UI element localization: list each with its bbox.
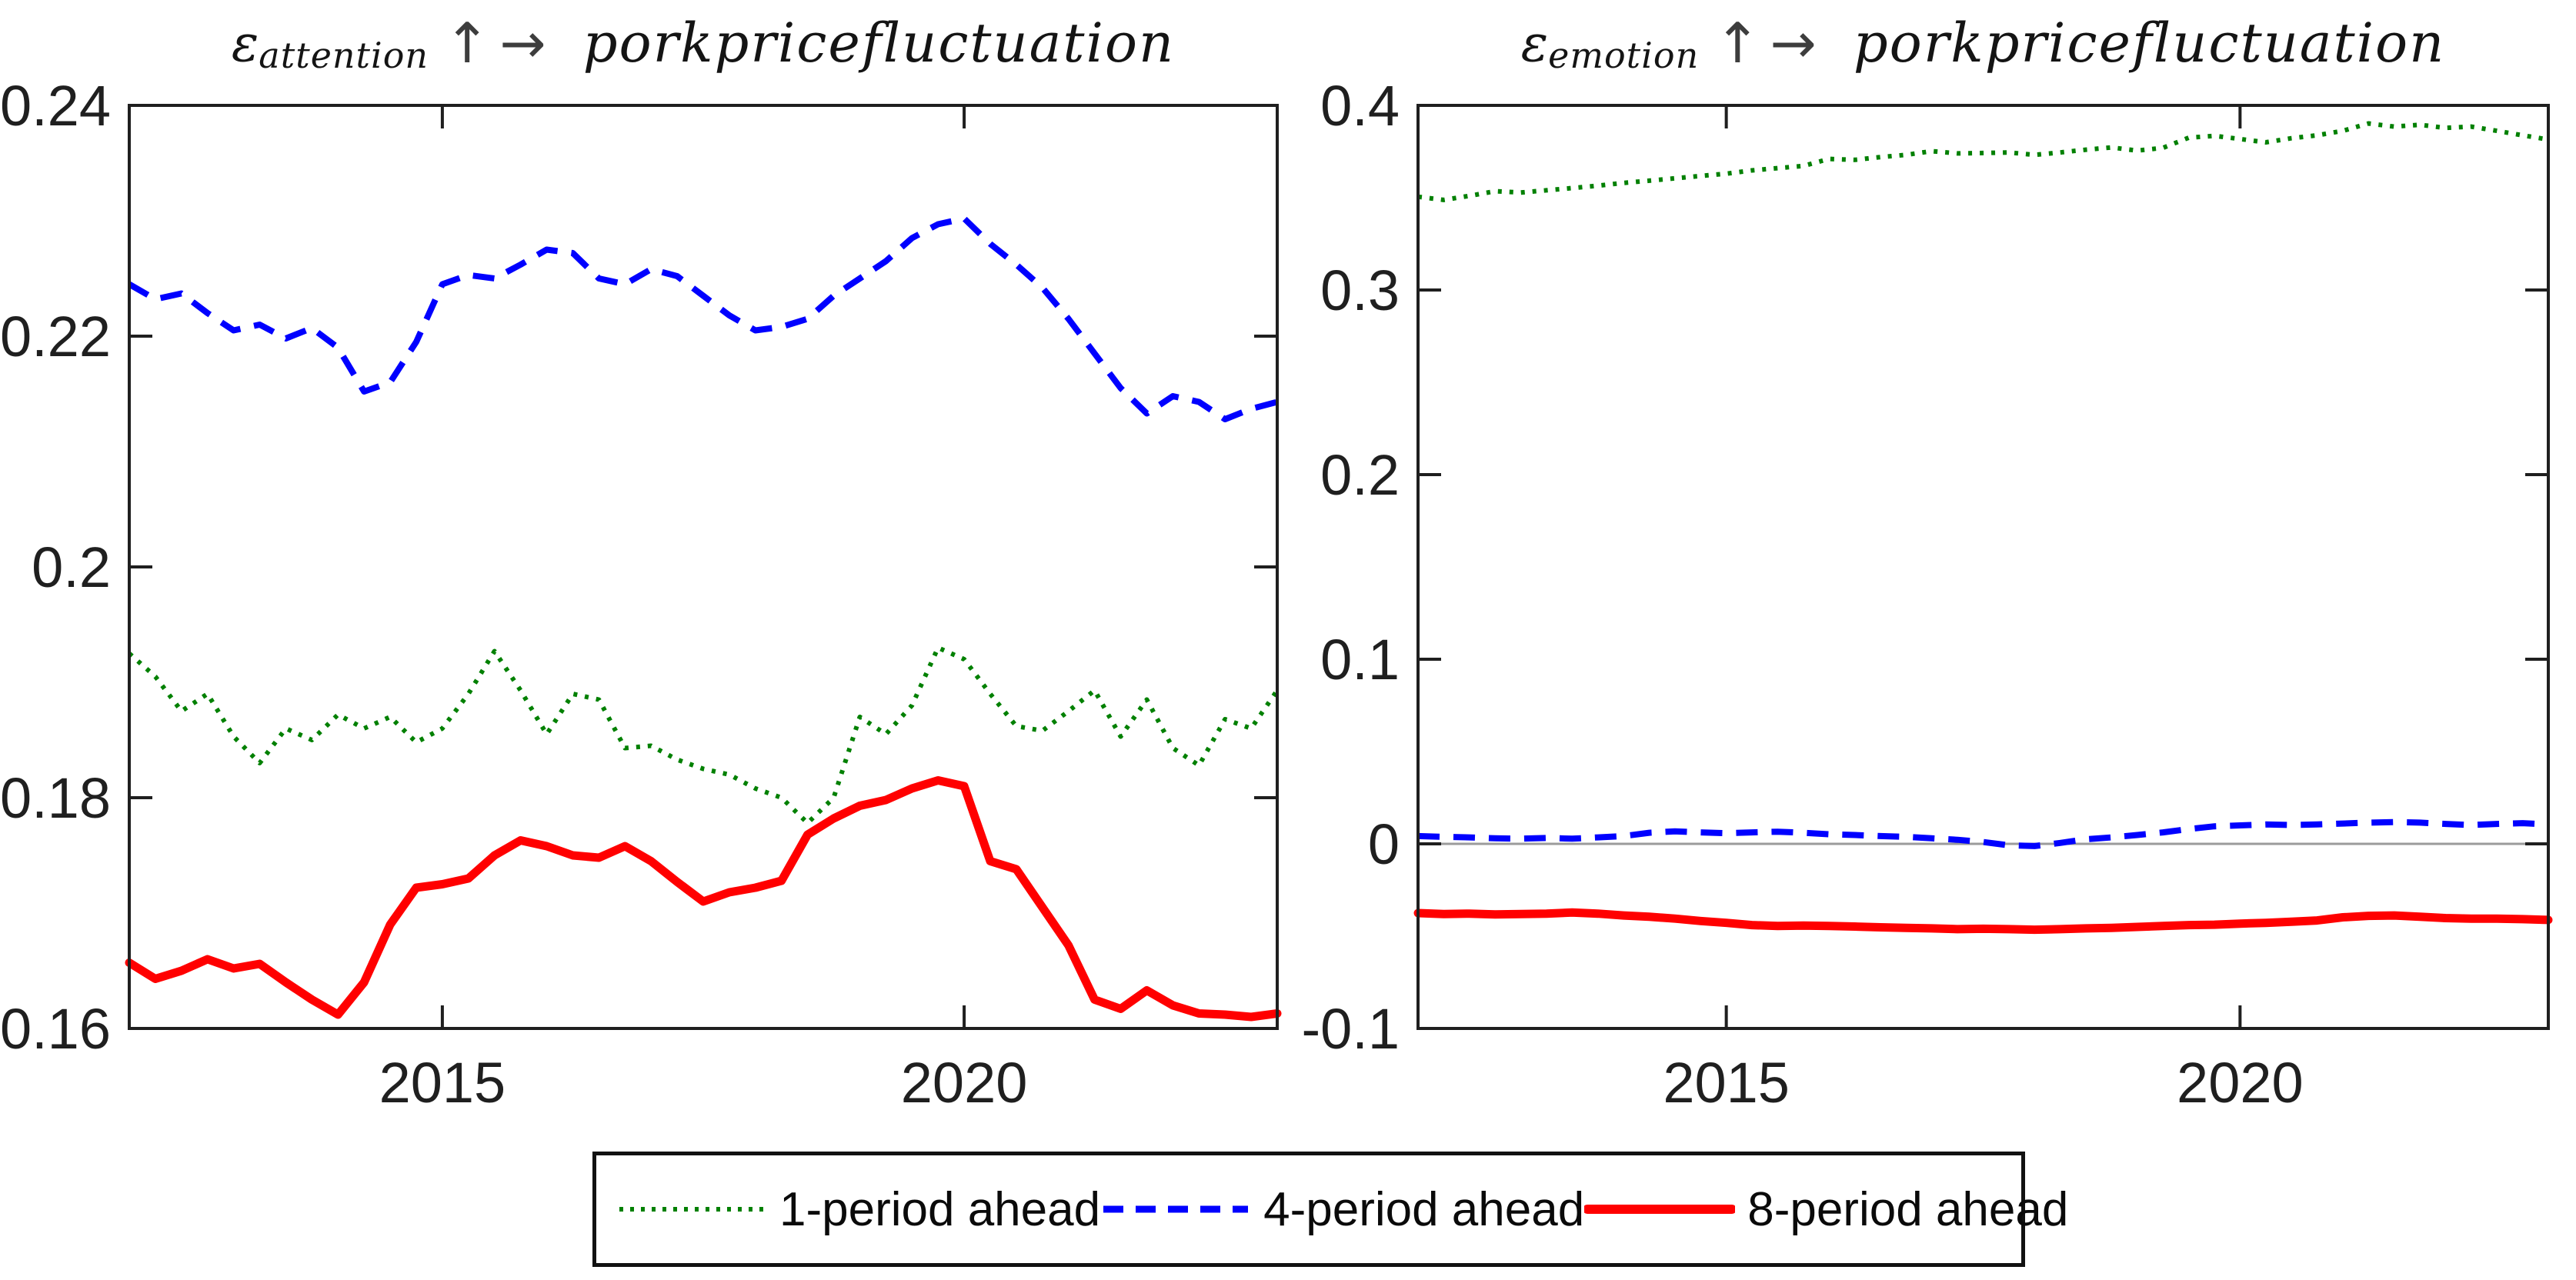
y-tick-label: 0.1 [1320, 628, 1400, 692]
legend-sample-dashed-line [1103, 1205, 1249, 1213]
epsilon-symbol: ε [231, 13, 259, 73]
title-phrase: porkpricefluctuation [582, 12, 1176, 75]
y-tick-label: 0.2 [32, 535, 111, 599]
y-tick-label: 0.3 [1320, 258, 1400, 322]
y-tick-label: 0 [1368, 812, 1400, 876]
legend-label: 4-period ahead [1263, 1182, 1585, 1236]
title-phrase: porkpricefluctuation [1853, 12, 2446, 75]
title-subscript: emotion [1548, 35, 1700, 76]
arrows-icon: ↑→ [1714, 11, 1826, 75]
legend-sample-dotted-line [619, 1207, 764, 1212]
y-tick-label: 0.16 [0, 997, 111, 1061]
x-tick-label: 2020 [901, 1051, 1028, 1115]
legend-entry-4-period: 4-period ahead [1100, 1182, 1584, 1237]
axes-box [1416, 104, 2550, 1030]
series-line-8-period-ahead [125, 776, 1282, 1022]
legend-sample-solid-line [1584, 1205, 1736, 1214]
legend-label: 8-period ahead [1747, 1182, 2069, 1236]
left-chart-title: ε attention ↑→ porkpricefluctuation [129, 0, 1277, 86]
legend-box: 1-period ahead 4-period ahead 8-period a… [592, 1152, 2068, 1267]
legend-entry-1-period: 1-period ahead [616, 1182, 1100, 1237]
series-line-4-period-ahead [128, 215, 1279, 422]
right-chart-title: ε emotion ↑→ porkpricefluctuation [1418, 0, 2548, 86]
epsilon-symbol: ε [1520, 13, 1549, 73]
y-tick-label: 0.24 [0, 74, 111, 138]
series-line-4-period-ahead [1417, 818, 2549, 849]
y-tick-label: 0.22 [0, 305, 111, 368]
legend-label: 1-period ahead [779, 1182, 1101, 1236]
x-tick-label: 2015 [379, 1051, 506, 1115]
axes-box [128, 104, 1279, 1030]
arrows-icon: ↑→ [444, 11, 556, 75]
series-line-1-period-ahead [1417, 121, 2549, 202]
title-subscript: attention [259, 35, 429, 76]
x-tick-label: 2015 [1663, 1051, 1790, 1115]
y-tick-label: 0.4 [1320, 74, 1400, 138]
legend-entry-8-period: 8-period ahead [1584, 1182, 2068, 1237]
x-tick-label: 2020 [2177, 1051, 2304, 1115]
y-tick-label: -0.1 [1301, 997, 1400, 1061]
y-tick-label: 0.2 [1320, 443, 1400, 507]
y-tick-label: 0.18 [0, 766, 111, 830]
series-line-1-period-ahead [128, 645, 1280, 825]
series-line-8-period-ahead [1413, 908, 2553, 935]
